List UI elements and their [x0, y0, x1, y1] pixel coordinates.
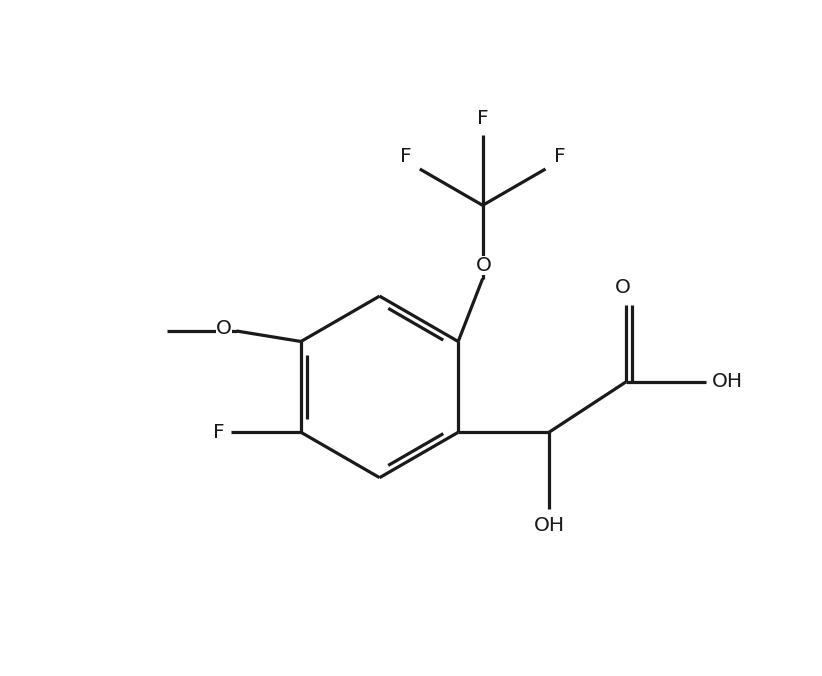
Text: OH: OH: [712, 372, 743, 391]
Text: O: O: [216, 320, 232, 339]
Text: F: F: [554, 147, 566, 166]
Text: F: F: [477, 110, 488, 128]
Text: F: F: [213, 422, 224, 442]
Text: F: F: [399, 147, 411, 166]
Text: OH: OH: [533, 516, 565, 535]
Text: O: O: [476, 256, 492, 275]
Text: O: O: [614, 278, 630, 297]
